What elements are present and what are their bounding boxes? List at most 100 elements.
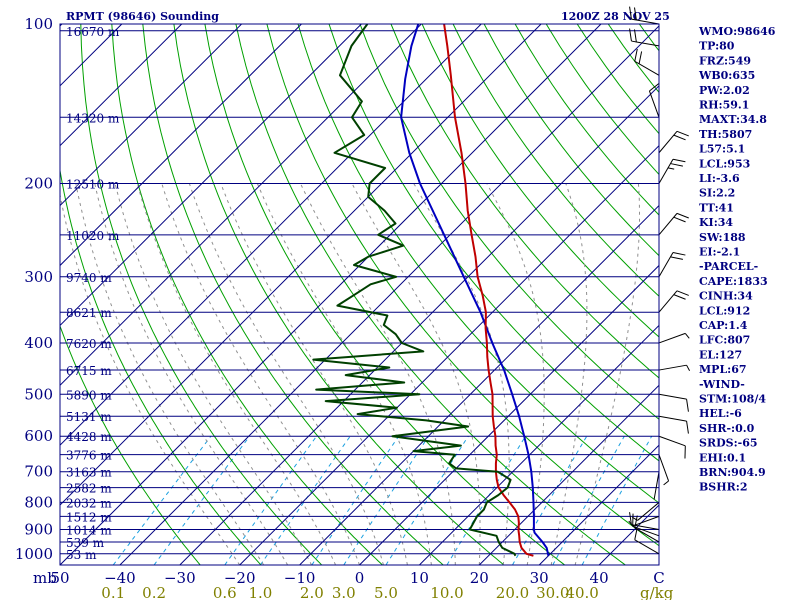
temperature-tick-label: 10 (410, 569, 429, 587)
pressure-label: 400 (24, 334, 53, 352)
mixing-ratio-line (224, 435, 317, 565)
height-label: 3776 m (66, 449, 112, 463)
dry-adiabat (359, 24, 659, 420)
isotherm (60, 24, 422, 387)
isotherm (60, 24, 602, 565)
height-label: 7620 m (66, 337, 112, 351)
index-entry: SW:188 (699, 231, 746, 244)
index-entry: SHR-:0.0 (699, 422, 755, 435)
index-entry: TP:80 (699, 40, 735, 53)
valid-time: 1200Z 28 NOV 25 (561, 10, 670, 23)
mixing-ratio-line (311, 435, 400, 565)
isotherm (60, 24, 242, 207)
index-entry: TH:5807 (699, 128, 752, 141)
index-entry: LCL:912 (699, 304, 750, 317)
station-title: RPMT (98646) Sounding (66, 10, 219, 23)
mixing-ratio-label: 0.1 (101, 584, 125, 600)
moist-adiabat (114, 183, 313, 565)
index-entry: BRN:904.9 (699, 466, 766, 479)
moist-adiabat (136, 183, 336, 565)
isobars (60, 30, 659, 555)
index-entry: WMO:98646 (698, 25, 776, 38)
index-entry: WB0:635 (698, 69, 755, 82)
moist-adiabat (94, 183, 289, 565)
wind-barb (629, 28, 660, 47)
height-label: 5131 m (66, 410, 112, 424)
index-entry: LI:-3.6 (699, 172, 740, 185)
dry-adiabat (80, 24, 323, 565)
mixing-ratio-line (259, 435, 351, 565)
isotherm (60, 24, 302, 267)
index-entry: SRDS:-65 (699, 437, 758, 450)
dry-adiabat (390, 24, 659, 379)
temperature-tick-label: −20 (224, 569, 256, 587)
temperature-tick-label: C (653, 569, 664, 587)
pressure-label: 200 (24, 174, 53, 192)
temperature-tick-label: 30 (530, 569, 549, 587)
temperature-tick-label: −30 (164, 569, 196, 587)
pressure-label: 1000 (15, 545, 53, 563)
temperature-tick-label: 40 (590, 569, 609, 587)
index-entry: MPL:67 (699, 363, 747, 376)
height-label: 1014 m (66, 524, 112, 538)
isotherm (179, 85, 659, 565)
index-entry: L57:5.1 (699, 143, 745, 156)
height-label: 539 m (66, 536, 105, 550)
mixing-ratio-label: 0.2 (142, 584, 166, 600)
background-lines (60, 24, 659, 565)
wind-barb (631, 502, 660, 521)
isotherm (60, 24, 183, 147)
index-entry: STM:108/4 (699, 393, 766, 406)
height-label: 6715 m (66, 364, 112, 378)
index-entry: PW:2.02 (699, 84, 750, 97)
temperature-tick-label: −10 (284, 569, 316, 587)
wind-barb (658, 290, 689, 313)
wind-barb (634, 48, 660, 76)
index-entry: CAPE:1833 (699, 275, 768, 288)
wind-barb (658, 212, 689, 236)
pressure-label: 600 (24, 427, 53, 445)
pressure-labels: 100 200 300 400 500 600 700 800 900 1000 (15, 15, 53, 563)
height-labels: 16670 m 14320 m 12510 m 11020 m 9740 m 8621 m… (66, 25, 120, 562)
unit-label-gkg: g/kg (640, 584, 674, 600)
isotherm (359, 264, 659, 565)
index-entry: RH:59.1 (699, 99, 749, 112)
moist-adiabat (351, 183, 481, 565)
wind-barb (629, 6, 660, 25)
isotherm (538, 444, 659, 565)
mixing-ratio-label: 30.0 (536, 584, 569, 600)
height-label: 3163 m (66, 466, 112, 480)
height-label: 9740 m (66, 271, 112, 285)
isotherm (299, 204, 659, 565)
wind-barb (629, 512, 660, 531)
temperature-trace (443, 24, 534, 557)
mixing-ratio-label: 0.6 (213, 584, 237, 600)
wind-barb (653, 471, 660, 500)
index-entry: SI:2.2 (699, 187, 735, 200)
isotherm (478, 384, 659, 565)
dry-adiabat (452, 24, 659, 297)
isotherm (239, 144, 659, 565)
wind-barb (658, 393, 689, 412)
dry-adiabat (60, 324, 201, 565)
dry-adiabat (60, 167, 262, 565)
isotherm (419, 324, 659, 565)
height-label: 2032 m (66, 496, 112, 510)
pressure-label: 300 (24, 268, 53, 286)
moist-adiabat (413, 183, 510, 565)
dry-adiabat (142, 24, 444, 565)
mixing-ratio-label: 1.0 (248, 584, 272, 600)
wind-barb (658, 158, 686, 184)
profiles (312, 24, 550, 557)
pressure-label: 100 (24, 15, 53, 33)
height-label: 5890 m (66, 388, 112, 402)
temperature-tick-label: 50 (50, 569, 69, 587)
temperature-tick-label: 0 (355, 569, 365, 587)
index-entry: LFC:807 (699, 334, 750, 347)
height-label: 14320 m (66, 111, 120, 125)
index-entry: CINH:34 (699, 290, 753, 303)
pressure-label: 900 (24, 521, 53, 539)
wind-barb (632, 513, 660, 537)
